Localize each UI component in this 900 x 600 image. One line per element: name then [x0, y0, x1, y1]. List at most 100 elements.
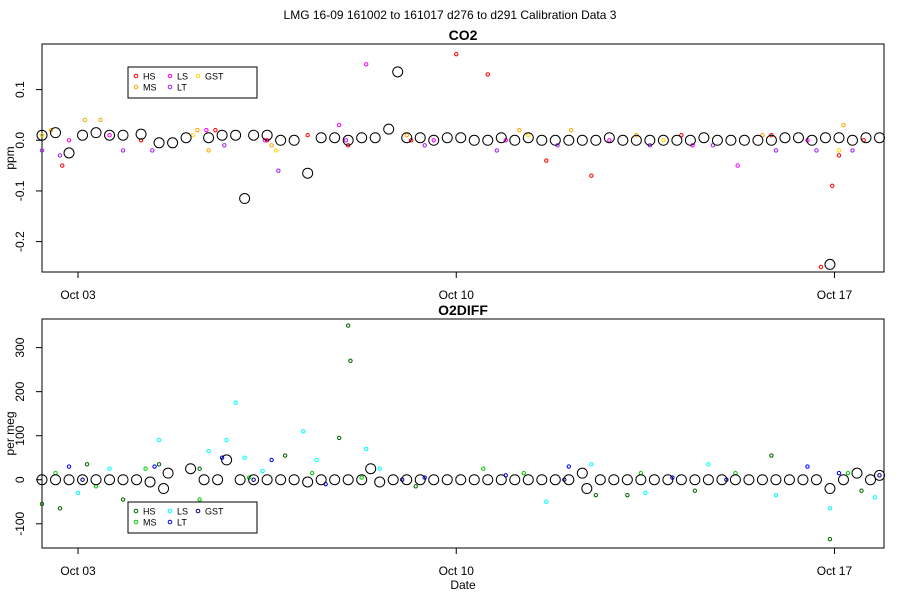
data-point-hs: [679, 133, 684, 138]
mean-ring-point: [203, 132, 215, 144]
x-tick-label: Oct 10: [439, 288, 475, 302]
mean-ring-point: [738, 134, 750, 146]
mean-ring-point: [495, 132, 507, 144]
mean-ring-point: [329, 132, 341, 144]
data-point-ls: [706, 462, 711, 467]
x-tick-label: Oct 10: [439, 564, 475, 578]
legend-label-gst: GST: [205, 507, 224, 517]
data-point-ls: [827, 506, 833, 511]
data-point-ls: [66, 138, 72, 143]
data-point-hs: [197, 466, 202, 471]
y-tick-label: -0.2: [13, 231, 27, 252]
data-point-ms: [845, 470, 851, 476]
series-ls: [75, 400, 878, 511]
mean-ring-point: [590, 134, 602, 146]
data-point-ls: [607, 138, 612, 143]
data-point-lt: [710, 143, 716, 148]
mean-ring-point: [315, 474, 327, 486]
data-point-ms: [481, 466, 486, 471]
mean-ring-series: [36, 454, 885, 495]
mean-ring-point: [234, 474, 246, 486]
mean-ring-point: [725, 134, 737, 146]
data-point-hs: [485, 72, 490, 77]
legend-marker-ls: [167, 73, 173, 79]
data-point-hs: [120, 497, 126, 502]
mean-ring-point: [482, 474, 494, 486]
mean-ring-point: [131, 474, 143, 486]
legend-marker-ls: [167, 508, 173, 514]
mean-ring-point: [104, 474, 116, 486]
legend-label-ls: LS: [177, 507, 188, 517]
mean-ring-point: [288, 134, 300, 146]
mean-ring-point: [860, 132, 872, 144]
legend-label-ms: MS: [143, 83, 157, 93]
data-point-ls: [206, 448, 211, 454]
mean-ring-point: [135, 128, 147, 140]
mean-ring-point: [356, 132, 368, 144]
mean-ring-point: [756, 474, 768, 486]
series-ms: [48, 117, 846, 153]
data-point-ms: [206, 148, 211, 153]
mean-ring-point: [356, 474, 368, 486]
mean-ring-point: [716, 474, 728, 486]
mean-ring-point: [468, 474, 480, 486]
mean-ring-point: [617, 134, 629, 146]
data-point-ms: [521, 470, 526, 476]
mean-ring-point: [594, 474, 606, 486]
mean-ring-point: [536, 134, 548, 146]
mean-ring-point: [509, 474, 521, 486]
data-point-lt: [269, 457, 274, 463]
mean-ring-point: [657, 134, 669, 146]
mean-ring-point: [608, 474, 620, 486]
data-point-gst: [877, 473, 882, 478]
data-point-ls: [224, 437, 229, 443]
data-point-ms: [760, 133, 765, 138]
x-tick-label: Oct 17: [817, 564, 853, 578]
data-point-ls: [431, 138, 436, 143]
mean-ring-point: [824, 483, 836, 495]
data-point-hs: [625, 492, 630, 498]
mean-ring-point: [117, 474, 129, 486]
data-point-hs: [345, 323, 351, 328]
mean-ring-point: [302, 167, 314, 179]
mean-ring-point: [342, 134, 354, 146]
mean-ring-point: [482, 134, 494, 146]
data-point-ls: [336, 122, 342, 128]
mean-ring-point: [230, 129, 242, 141]
mean-ring-point: [635, 474, 647, 486]
legend-marker-gst: [195, 508, 201, 514]
data-point-hs: [138, 138, 144, 143]
mean-ring-point: [873, 469, 885, 481]
legend-marker-hs: [133, 73, 139, 79]
data-point-ls: [643, 490, 648, 496]
plot-frame: [41, 43, 885, 273]
y-axis-label: per meg: [3, 411, 17, 455]
data-point-ls: [735, 163, 740, 168]
mean-ring-point: [63, 147, 75, 159]
data-point-ls: [107, 466, 112, 471]
data-point-hs: [305, 133, 310, 138]
y-tick-label: 0.1: [13, 81, 27, 98]
mean-ring-point: [698, 132, 710, 144]
mean-ring-point: [428, 474, 440, 486]
mean-ring-point: [153, 137, 165, 149]
mean-ring-point: [365, 463, 377, 475]
series-ms: [53, 466, 851, 502]
data-point-gst: [190, 133, 196, 138]
legend-marker-lt: [167, 84, 173, 90]
mean-ring-point: [275, 474, 287, 486]
data-point-ms: [568, 127, 574, 133]
legend-label-ls: LS: [177, 72, 188, 82]
mean-ring-point: [329, 474, 341, 486]
y-tick-label: 0: [13, 476, 27, 483]
data-point-gst: [80, 477, 85, 482]
data-point-hs: [454, 51, 459, 57]
mean-ring-point: [536, 474, 548, 486]
mean-ring-point: [261, 129, 273, 141]
data-point-hs: [57, 506, 63, 511]
legend-marker-ms: [133, 519, 139, 525]
data-point-lt: [805, 464, 810, 469]
mean-ring-point: [549, 474, 561, 486]
